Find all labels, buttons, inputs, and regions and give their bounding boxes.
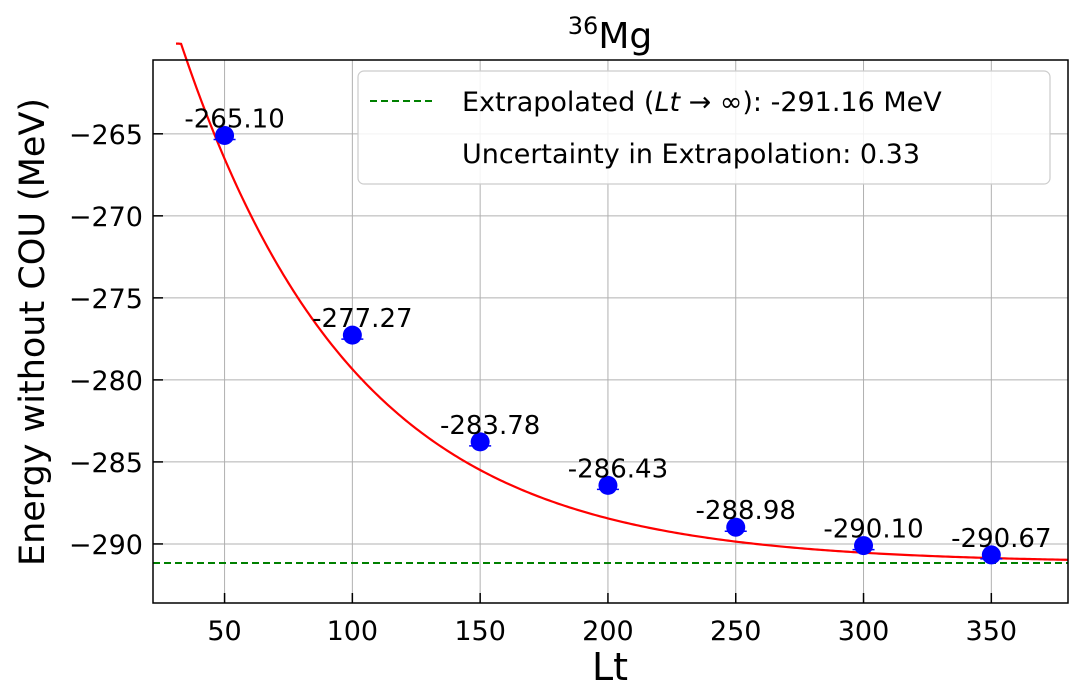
data-point [598, 475, 618, 495]
ticks-layer: 50 100 150 200 250 300 350 −265 −270 −275 −280 −285… [69, 120, 1017, 647]
y-tick-label: −290 [69, 530, 143, 561]
x-tick-label: 350 [966, 616, 1018, 647]
legend-entry-prefix: Extrapolated ( [462, 87, 654, 118]
legend-entry-arrow: → ∞ [680, 87, 742, 118]
fit-layer [176, 42, 1069, 561]
data-labels-layer: -265.10 -277.27 -283.78 -286.43 -288.98 -290.… [184, 104, 1051, 553]
data-label: -288.98 [696, 496, 796, 526]
x-tick-label: 200 [582, 616, 634, 647]
data-label: -286.43 [568, 454, 668, 484]
x-tick-label: 50 [207, 616, 241, 647]
legend-box [357, 70, 1051, 185]
title-superscript: 36 [568, 12, 599, 40]
x-tick-label: 150 [454, 616, 506, 647]
x-tick-label: 100 [327, 616, 379, 647]
x-tick-label: 300 [838, 616, 890, 647]
data-label: -265.10 [184, 104, 284, 134]
legend: Extrapolated (Lt → ∞): -291.16 MeV Uncer… [357, 70, 1051, 185]
title-base: Mg [598, 16, 652, 57]
data-label: -290.10 [823, 515, 923, 545]
data-point [726, 517, 746, 537]
data-point [854, 536, 874, 556]
legend-entry-suffix: ): -291.16 MeV [742, 87, 942, 118]
y-tick-label: −285 [69, 448, 143, 479]
data-point [342, 325, 362, 345]
legend-entry-math: Lt [654, 87, 681, 118]
y-tick-label: −280 [69, 366, 143, 397]
plot-frame [152, 59, 1069, 604]
y-tick-label: −275 [69, 284, 143, 315]
data-point [470, 432, 490, 452]
y-tick-label: −265 [69, 120, 143, 151]
data-label: -290.67 [951, 524, 1051, 554]
legend-entry-uncertainty: Uncertainty in Extrapolation: 0.33 [462, 139, 920, 170]
fit-curve [176, 42, 1069, 561]
legend-entry-extrapolated: Extrapolated (Lt → ∞): -291.16 MeV [462, 87, 942, 118]
data-label: -283.78 [440, 411, 540, 441]
x-tick-label: 250 [710, 616, 762, 647]
points-layer [213, 125, 1003, 565]
y-tick-label: −270 [69, 202, 143, 233]
chart-title: 36Mg [568, 12, 652, 57]
data-label: -277.27 [312, 304, 412, 334]
y-axis-title: Energy without COU (MeV) [13, 98, 53, 566]
data-point [981, 545, 1001, 565]
x-axis-title: Lt [592, 645, 628, 689]
data-point [215, 125, 235, 145]
